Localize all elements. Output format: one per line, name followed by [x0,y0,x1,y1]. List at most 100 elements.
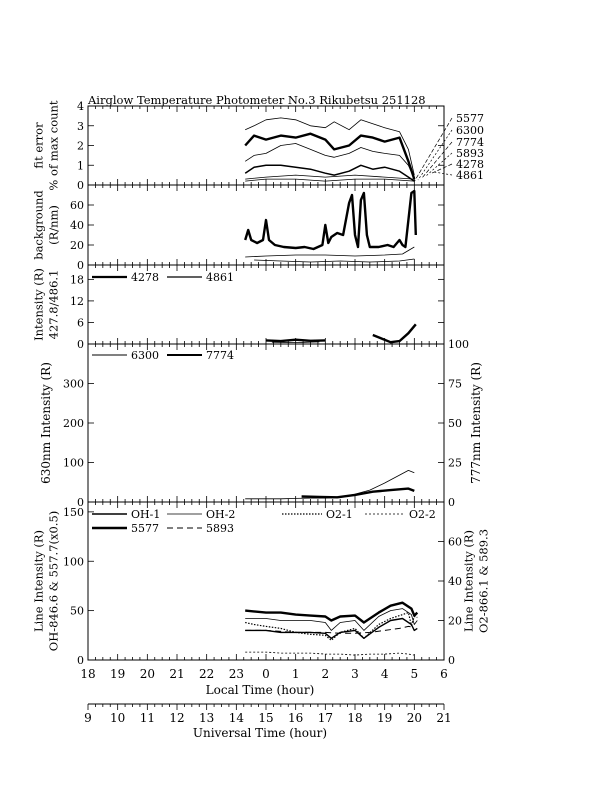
legend-leader-line [413,117,453,183]
panel3-legend: 4278 4861 [92,271,234,284]
local-time-tick-label: 18 [80,667,95,681]
y-tick-label: 2 [77,140,84,153]
local-time-tick-label: 3 [351,667,359,681]
local-time-tick-label: 1 [292,667,300,681]
legend-leader-line [429,163,453,175]
legend-label: O2-1 [326,508,353,521]
y2-tick-label: 0 [448,496,455,509]
y2-tick-label: 50 [448,417,462,430]
y2-axis-label: 777nm Intensity (R) [469,362,483,484]
legend-leader-line [425,152,453,177]
panel4-legend: 6300 7774 [92,349,234,362]
series-line-O2-1 [245,611,418,641]
legend-label: 5577 [131,522,159,535]
y-axis-label: (R/nm) [47,205,61,245]
y2-axis-label: O2-866.1 & 589.3 [477,529,491,633]
y2-tick-label: 25 [448,457,462,470]
local-time-tick-label: 19 [110,667,125,681]
local-time-tick-label: 4 [381,667,389,681]
universal-time-axis-label: Universal Time (hour) [193,726,327,740]
y-tick-label: 0 [77,259,84,272]
legend-label: 4861 [456,169,484,182]
y-tick-label: 150 [63,506,84,519]
ut-tick-label: 20 [407,711,422,725]
legend-label: OH-1 [131,508,160,521]
legend-label: 4278 [131,271,159,284]
series-line-bg-3 [254,258,415,263]
universal-time-axis: 9 10 11 12 13 14 15 16 17 18 19 20 21 [84,703,452,725]
series-line-5577 [245,601,419,624]
ut-tick-label: 13 [199,711,214,725]
ut-tick-label: 17 [318,711,333,725]
y-tick-label: 0 [77,338,84,351]
legend-label: 6300 [456,124,484,137]
y-tick-label: 20 [70,239,84,252]
local-time-axis-label: Local Time (hour) [206,683,315,697]
y-axis-label: Line Intensity (R) [32,530,46,632]
y-tick-label: 200 [63,417,84,430]
ut-tick-label: 18 [347,711,362,725]
panel-frame [87,105,445,186]
y-tick-label: 0 [77,496,84,509]
local-time-axis: 18 19 20 21 22 23 0 1 2 3 4 5 6 [80,667,447,681]
y2-tick-label: 0 [448,654,455,667]
y-tick-label: 18 [70,273,84,286]
y-axis-label: Intensity (R) [32,268,46,341]
local-time-tick-label: 0 [262,667,270,681]
y-axis-label: background [32,190,46,260]
y2-tick-label: 60 [448,536,462,549]
panel-background: 0 20 40 60 background (R/nm) [32,184,445,272]
y-tick-label: 300 [63,378,84,391]
local-time-tick-label: 22 [199,667,214,681]
series-line-4861 [245,178,415,182]
series-line-bg-main [244,189,417,251]
y2-axis-label: Line Intensity (R) [462,530,476,632]
series-line-O2-2 [245,651,415,656]
series-line-4278-late [372,323,417,344]
series-line-bg-2 [245,246,415,258]
series-line-5893 [244,143,415,180]
legend-label: O2-2 [409,508,436,521]
ut-tick-label: 21 [436,711,451,725]
ut-tick-label: 14 [229,711,245,725]
series-line-4278 [265,338,326,343]
series-line-4278 [245,174,415,180]
legend-label: 5893 [206,522,234,535]
panel5-legend: OH-1 OH-2 O2-1 O2-2 5577 5893 [92,508,436,535]
y2-tick-label: 40 [448,575,462,588]
ut-tick-label: 12 [169,711,184,725]
y2-tick-label: 100 [448,338,469,351]
y-axis-label: 427.8/486.1 [47,270,61,340]
y-tick-label: 3 [77,120,84,133]
local-time-tick-label: 23 [229,667,244,681]
local-time-tick-label: 2 [322,667,330,681]
series-line-OH-2 [245,608,418,631]
ut-tick-label: 9 [84,711,92,725]
series-line-7774 [244,164,415,182]
y-tick-label: 100 [63,555,84,568]
y2-tick-label: 75 [448,378,462,391]
y-tick-label: 0 [77,179,84,192]
series-line-4861 [271,341,320,344]
y-tick-label: 0 [77,654,84,667]
y-axis-label: OH-846.6 & 557.7(x0.5) [47,511,61,651]
figure-title: Airglow Temperature Photometer No.3 Riku… [87,93,426,107]
ut-tick-label: 15 [258,711,273,725]
legend-leader-line [433,171,453,176]
y-tick-label: 60 [70,199,84,212]
ut-tick-label: 16 [288,711,303,725]
y2-tick-label: 20 [448,615,462,628]
series-line-5577 [244,132,416,180]
local-time-tick-label: 21 [169,667,184,681]
y-axis-label: 630nm Intensity (R) [39,362,53,484]
series-line-7774 [301,487,415,499]
y-tick-label: 100 [63,457,84,470]
y-tick-label: 6 [77,316,84,329]
series-line-6300 [245,117,415,176]
ut-tick-label: 11 [140,711,155,725]
legend-label: 5893 [456,147,484,160]
y-axis-label: % of max count [47,100,61,190]
ut-tick-label: 10 [110,711,125,725]
